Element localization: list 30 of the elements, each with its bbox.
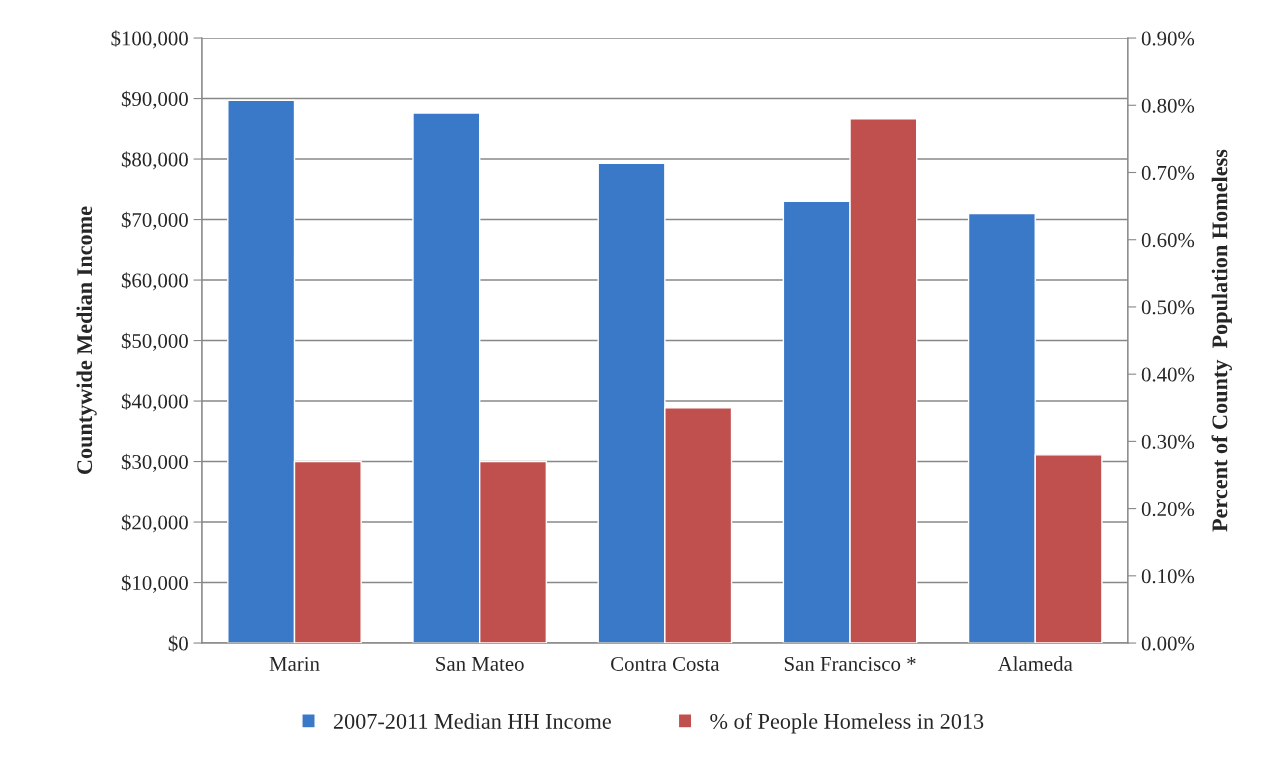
x-tick-label: Alameda bbox=[997, 656, 1073, 671]
y-tick-label: $50,000 bbox=[121, 332, 188, 351]
y2-tick-label: 0.90% bbox=[1141, 31, 1195, 46]
y-tick-label: $20,000 bbox=[121, 514, 188, 533]
y2-tick-label: 0.50% bbox=[1141, 300, 1195, 315]
legend-label: 2007-2011 Median HH Income bbox=[333, 713, 611, 729]
y2-tick-label: 0.80% bbox=[1141, 98, 1195, 113]
y-tick-label: $80,000 bbox=[121, 151, 188, 170]
y-tick-label: $60,000 bbox=[121, 272, 188, 291]
x-tick-label: San Mateo bbox=[436, 656, 524, 671]
y-tick-label: $40,000 bbox=[121, 393, 188, 412]
y2-tick-label: 0.00% bbox=[1141, 636, 1195, 651]
y2-tick-label: 0.70% bbox=[1141, 165, 1195, 181]
y-tick-label: $10,000 bbox=[121, 574, 188, 593]
y2-tick-label: 0.10% bbox=[1141, 569, 1195, 584]
y2-axis-title: Percent of County Population Homeless bbox=[1211, 149, 1232, 532]
x-tick-label: Contra Costa bbox=[611, 656, 720, 671]
y-tick-label: $70,000 bbox=[121, 211, 188, 230]
x-tick-label: San Francisco * bbox=[784, 656, 916, 671]
y-tick-label: $100,000 bbox=[111, 30, 188, 49]
y2-tick-label: 0.60% bbox=[1141, 233, 1195, 248]
x-tick-label: Marin bbox=[269, 656, 320, 671]
y-tick-label: $0 bbox=[168, 635, 188, 652]
y-tick-label: $90,000 bbox=[121, 90, 188, 109]
y-tick-label: $30,000 bbox=[121, 453, 188, 472]
y-axis-title: Countywide Median Income bbox=[76, 206, 97, 475]
y2-tick-label: 0.20% bbox=[1141, 501, 1195, 517]
y2-tick-label: 0.40% bbox=[1141, 367, 1195, 382]
legend-label: % of People Homeless in 2013 bbox=[710, 713, 984, 734]
y2-tick-label: 0.30% bbox=[1141, 434, 1195, 449]
